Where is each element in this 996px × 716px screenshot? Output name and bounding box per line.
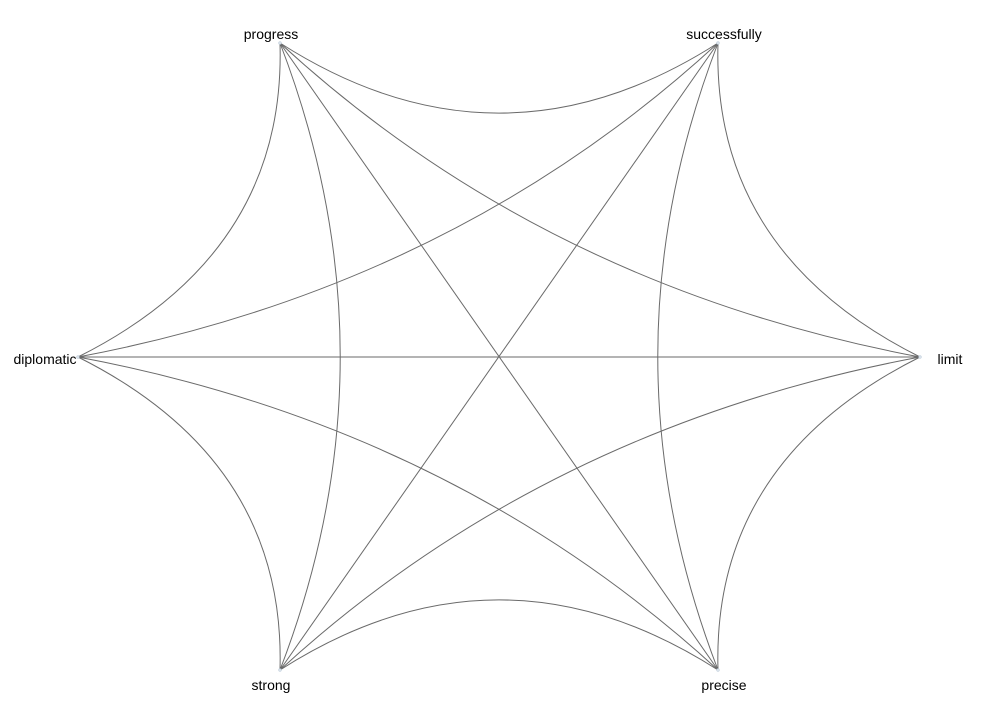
- node-label-progress: progress: [244, 26, 298, 42]
- edges-layer: [77, 42, 921, 671]
- node-diplomatic-marker: [76, 355, 80, 359]
- edge-limit-strong: [279, 356, 921, 671]
- node-progress-marker: [278, 41, 282, 45]
- node-strong-marker: [278, 668, 282, 672]
- node-label-successfully: successfully: [686, 26, 761, 42]
- edge-limit-precise: [717, 356, 921, 671]
- node-label-strong: strong: [252, 677, 291, 693]
- node-limit-marker: [918, 355, 922, 359]
- edge-strong-precise: [279, 599, 719, 671]
- node-precise-marker: [716, 668, 720, 672]
- node-successfully-marker: [716, 41, 720, 45]
- edge-successfully-limit: [717, 42, 921, 358]
- node-label-limit: limit: [938, 351, 963, 367]
- nodes-layer: progress successfully diplomatic limit stron…: [13, 26, 962, 693]
- node-label-diplomatic: diplomatic: [13, 351, 76, 367]
- edge-diplomatic-precise: [77, 356, 719, 671]
- edge-diplomatic-strong: [77, 356, 281, 671]
- edge-progress-successfully: [279, 42, 719, 114]
- edge-progress-diplomatic: [77, 42, 281, 358]
- node-label-precise: precise: [701, 677, 746, 693]
- edge-progress-limit: [279, 42, 921, 358]
- edge-successfully-diplomatic: [77, 42, 719, 358]
